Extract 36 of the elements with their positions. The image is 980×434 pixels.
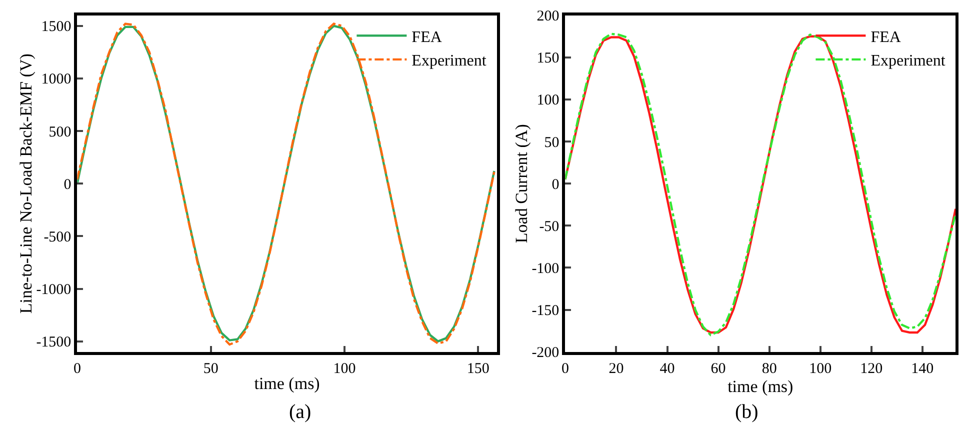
y-tick-label: 500 bbox=[48, 124, 72, 140]
legend-label: Experiment bbox=[412, 52, 487, 70]
x-tick-label: 60 bbox=[710, 360, 726, 377]
x-tick-label: 80 bbox=[762, 360, 777, 377]
text: (b) bbox=[735, 401, 758, 423]
y-tick-label: 200 bbox=[536, 8, 560, 25]
y-tick-label: -150 bbox=[532, 303, 560, 320]
legend-label: FEA bbox=[870, 28, 902, 46]
y-axis-title: Line-to-Line No-Load Back-EMF (V) bbox=[16, 54, 36, 314]
y-tick-label: 50 bbox=[544, 134, 560, 151]
y-tick-label: 1500 bbox=[41, 19, 72, 36]
text: (a) bbox=[289, 401, 312, 423]
x-axis-title: time (ms) bbox=[254, 374, 320, 394]
y-tick-label: 0 bbox=[64, 176, 72, 193]
legend-label: FEA bbox=[412, 28, 442, 46]
x-tick-label: 100 bbox=[333, 360, 356, 377]
x-tick-label: 120 bbox=[860, 360, 883, 377]
y-tick-label: -200 bbox=[532, 345, 560, 362]
y-axis-title: Load Current (A) bbox=[512, 124, 532, 244]
x-tick-label: 100 bbox=[809, 360, 832, 377]
y-tick-label: 100 bbox=[536, 92, 560, 109]
y-tick-label: -500 bbox=[44, 229, 72, 246]
legend-label: Experiment bbox=[870, 52, 946, 70]
x-axis-title: time (ms) bbox=[728, 376, 794, 396]
y-tick-label: -50 bbox=[539, 218, 560, 235]
x-tick-label: 140 bbox=[911, 360, 934, 377]
y-tick-label: -100 bbox=[532, 260, 560, 277]
y-tick-label: 0 bbox=[552, 176, 560, 193]
x-tick-label: 20 bbox=[608, 360, 624, 377]
x-tick-label: 50 bbox=[203, 360, 218, 377]
y-tick-label: -1500 bbox=[36, 334, 72, 351]
x-tick-label: 40 bbox=[660, 360, 675, 377]
y-tick-label: 1000 bbox=[41, 72, 72, 88]
y-tick-label: 150 bbox=[536, 50, 560, 67]
y-tick-label: -1000 bbox=[36, 282, 72, 298]
x-tick-label: 150 bbox=[466, 360, 490, 377]
